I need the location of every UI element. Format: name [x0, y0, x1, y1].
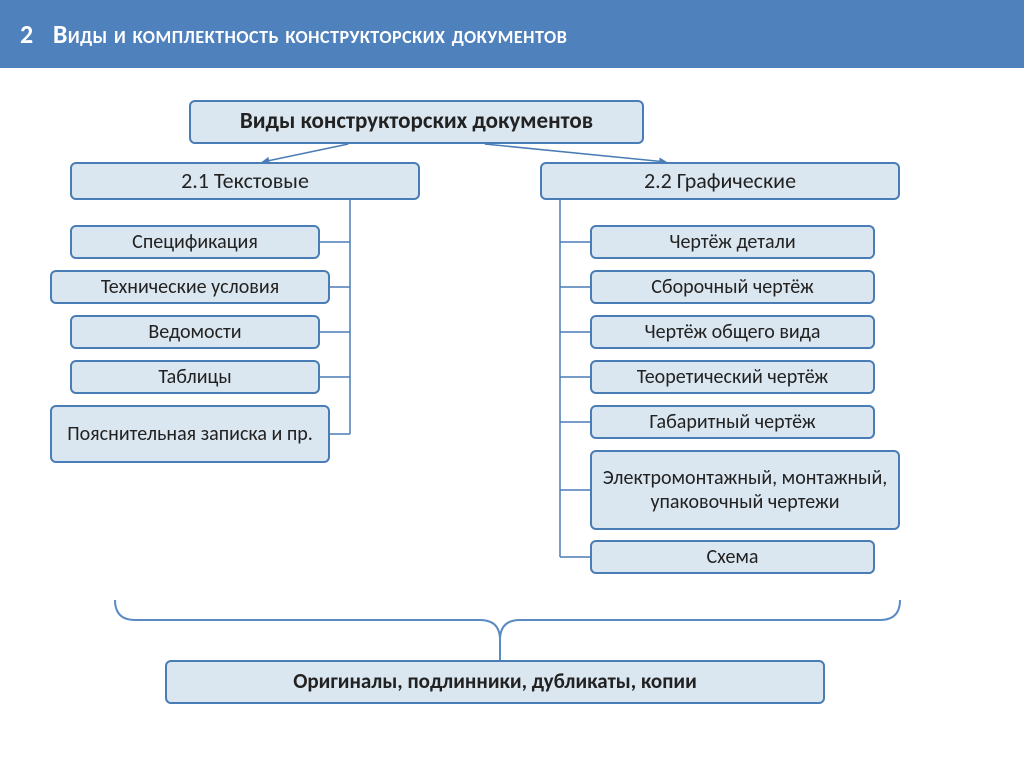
left-item-3: Таблицы — [70, 360, 320, 394]
right-item-2: Чертёж общего вида — [590, 315, 875, 349]
right-item-6: Схема — [590, 540, 875, 574]
page-header: 2 Виды и комплектность конструкторских д… — [0, 0, 1024, 68]
right-item-0: Чертёж детали — [590, 225, 875, 259]
left-item-1: Технические условия — [50, 270, 330, 304]
left-item-4: Пояснительная записка и пр. — [50, 405, 330, 463]
right-item-3: Теоретический чертёж — [590, 360, 875, 394]
right-item-1: Сборочный чертёж — [590, 270, 875, 304]
category-box-1: 2.2 Графические — [540, 162, 900, 200]
right-item-4: Габаритный чертёж — [590, 405, 875, 439]
category-box-0: 2.1 Текстовые — [70, 162, 420, 200]
header-number: 2 — [20, 18, 34, 50]
root-box: Виды конструкторских документов — [189, 100, 644, 144]
footer-box: Оригиналы, подлинники, дубликаты, копии — [165, 660, 825, 704]
left-item-0: Спецификация — [70, 225, 320, 259]
header-title: Виды и комплектность конструкторских док… — [53, 18, 567, 50]
left-item-2: Ведомости — [70, 315, 320, 349]
right-item-5: Электромонтажный, монтажный, упаковочный… — [590, 450, 900, 530]
